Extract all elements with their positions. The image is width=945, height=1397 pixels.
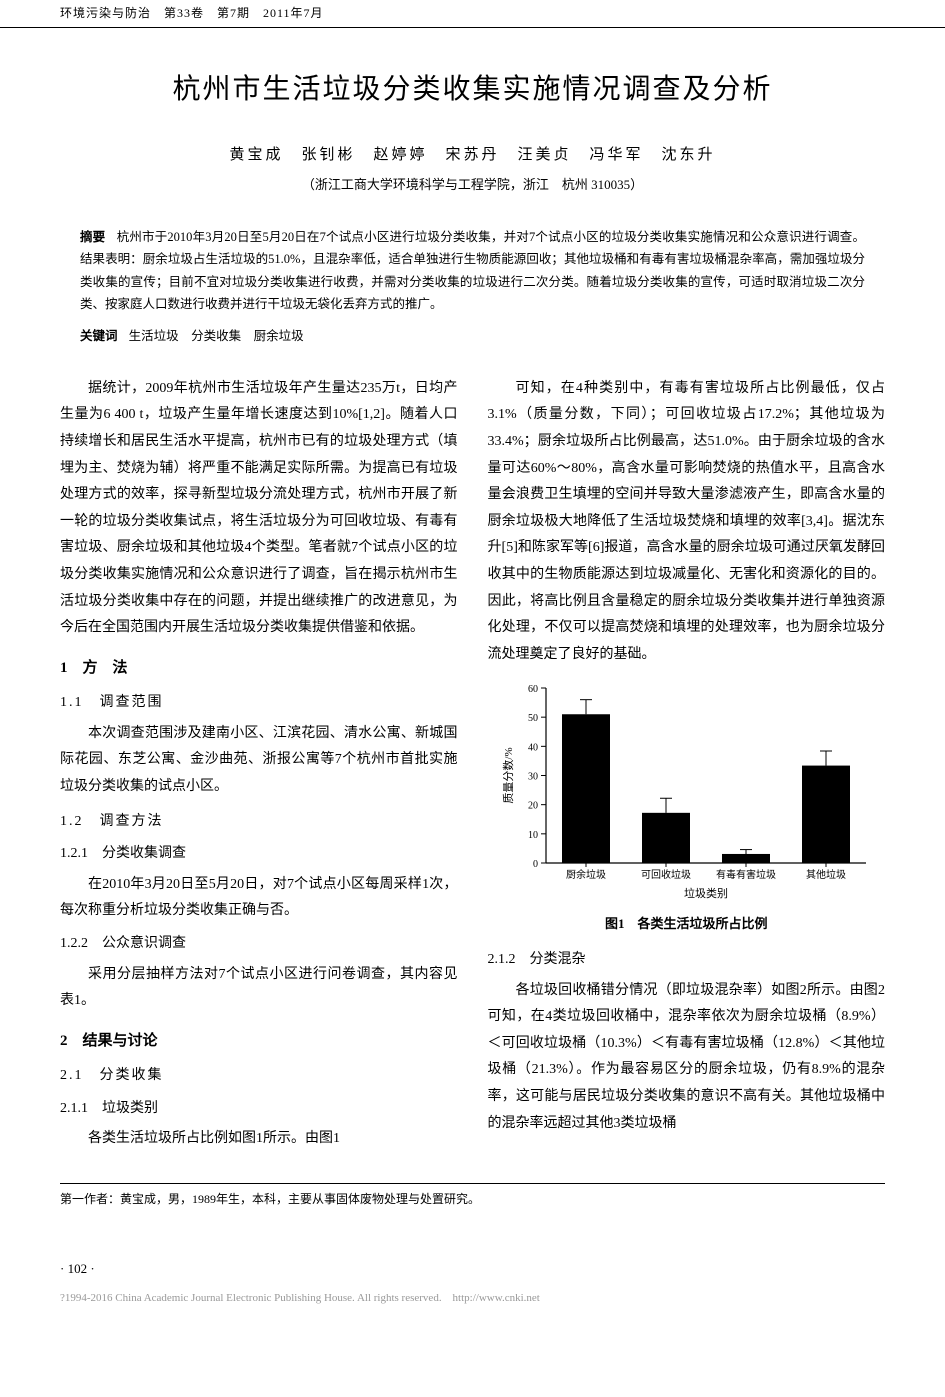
- page-number: · 102 ·: [60, 1259, 95, 1280]
- svg-text:垃圾类别: 垃圾类别: [684, 886, 728, 900]
- svg-text:30: 30: [528, 772, 538, 783]
- abstract-text: 杭州市于2010年3月20日至5月20日在7个试点小区进行垃圾分类收集，并对7个…: [80, 230, 865, 312]
- abstract-label: 摘要: [80, 230, 105, 244]
- abstract-block: 摘要 杭州市于2010年3月20日至5月20日在7个试点小区进行垃圾分类收集，并…: [80, 226, 865, 316]
- paper-title: 杭州市生活垃圾分类收集实施情况调查及分析: [60, 68, 885, 113]
- svg-text:其他垃圾: 其他垃圾: [806, 868, 846, 881]
- svg-text:20: 20: [528, 801, 538, 812]
- section-1-2-heading: 1.2 调查方法: [60, 809, 458, 836]
- footnote-text: 第一作者：黄宝成，男，1989年生，本科，主要从事固体废物处理与处置研究。: [60, 1190, 885, 1209]
- svg-text:可回收垃圾: 可回收垃圾: [641, 868, 691, 881]
- keywords-label: 关键词: [80, 329, 118, 343]
- page-footer: · 102 ·: [60, 1259, 885, 1280]
- two-column-layout: 据统计，2009年杭州市生活垃圾年产生量达235万t，日均产生量为6 400 t…: [60, 376, 885, 1153]
- section-2-heading: 2 结果与讨论: [60, 1027, 458, 1056]
- svg-text:质量分数/%: 质量分数/%: [502, 748, 515, 804]
- svg-text:50: 50: [528, 713, 538, 724]
- figure-1-container: 0 10 20 30 40 50 60 质量分数/% 厨余垃圾 可回收垃圾 有毒有害垃圾 其他垃圾垃圾…: [488, 678, 886, 937]
- authors-line: 黄宝成 张钊彬 赵婷婷 宋苏丹 汪美贞 冯华军 沈东升: [60, 143, 885, 167]
- section-1-2-2-text: 采用分层抽样方法对7个试点小区进行问卷调查，其内容见表1。: [60, 962, 458, 1015]
- keywords-block: 关键词 生活垃圾 分类收集 厨余垃圾: [80, 326, 865, 346]
- svg-text:有毒有害垃圾: 有毒有害垃圾: [716, 868, 776, 881]
- intro-paragraph: 据统计，2009年杭州市生活垃圾年产生量达235万t，日均产生量为6 400 t…: [60, 376, 458, 642]
- left-column: 据统计，2009年杭州市生活垃圾年产生量达235万t，日均产生量为6 400 t…: [60, 376, 458, 1153]
- section-2-1-heading: 2.1 分类收集: [60, 1063, 458, 1090]
- svg-text:厨余垃圾: 厨余垃圾: [566, 868, 606, 881]
- copyright-line: ?1994-2016 China Academic Journal Electr…: [60, 1290, 885, 1308]
- svg-text:60: 60: [528, 684, 538, 695]
- journal-header-text: 环境污染与防治 第33卷 第7期 2011年7月: [60, 6, 324, 20]
- svg-text:40: 40: [528, 743, 538, 754]
- section-1-1-heading: 1.1 调查范围: [60, 690, 458, 717]
- section-2-1-1-heading: 2.1.1 垃圾类别: [60, 1096, 458, 1123]
- right-continuation: 可知，在4种类别中，有毒有害垃圾所占比例最低，仅占3.1%（质量分数，下同）；可…: [488, 376, 886, 669]
- journal-header: 环境污染与防治 第33卷 第7期 2011年7月: [0, 0, 945, 28]
- svg-text:0: 0: [533, 859, 538, 870]
- section-1-2-1-heading: 1.2.1 分类收集调查: [60, 841, 458, 868]
- figure-1-caption: 图1 各类生活垃圾所占比例: [488, 912, 886, 937]
- section-1-1-text: 本次调查范围涉及建南小区、江滨花园、清水公寓、新城国际花园、东芝公寓、金沙曲苑、…: [60, 721, 458, 801]
- section-1-2-2-heading: 1.2.2 公众意识调查: [60, 931, 458, 958]
- right-column: 可知，在4种类别中，有毒有害垃圾所占比例最低，仅占3.1%（质量分数，下同）；可…: [488, 376, 886, 1153]
- section-1-2-1-text: 在2010年3月20日至5月20日，对7个试点小区每周采样1次，每次称重分析垃圾…: [60, 872, 458, 925]
- section-2-1-2-text: 各垃圾回收桶错分情况（即垃圾混杂率）如图2所示。由图2可知，在4类垃圾回收桶中，…: [488, 978, 886, 1138]
- affiliation-line: （浙江工商大学环境科学与工程学院，浙江 杭州 310035）: [60, 175, 885, 196]
- section-1-heading: 1 方 法: [60, 654, 458, 683]
- section-2-1-2-heading: 2.1.2 分类混杂: [488, 947, 886, 974]
- svg-text:10: 10: [528, 830, 538, 841]
- footnote-divider: [60, 1183, 885, 1184]
- section-2-1-1-text: 各类生活垃圾所占比例如图1所示。由图1: [60, 1126, 458, 1153]
- figure-1-chart: 0 10 20 30 40 50 60 质量分数/% 厨余垃圾 可回收垃圾 有毒有害垃圾 其他垃圾垃圾…: [496, 678, 876, 908]
- keywords-text: 生活垃圾 分类收集 厨余垃圾: [129, 329, 304, 343]
